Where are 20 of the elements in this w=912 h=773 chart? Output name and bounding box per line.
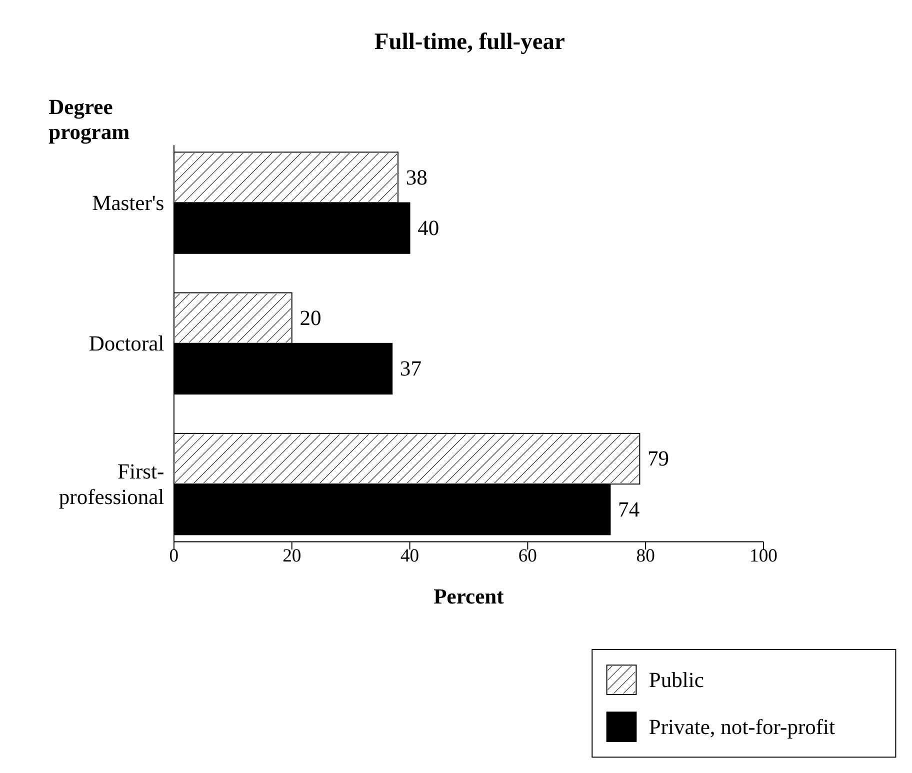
y-tick-label: Doctoral — [88, 331, 164, 356]
data-label: 74 — [618, 497, 640, 522]
y-tick-label: Master's — [92, 190, 164, 215]
data-label: 37 — [400, 356, 422, 381]
x-tick-label: 20 — [282, 545, 302, 566]
x-tick-label: 40 — [400, 545, 420, 566]
y-axis-title: Degree program — [48, 94, 130, 144]
x-axis-title: Percent — [434, 584, 505, 608]
x-tick-label: 80 — [636, 545, 655, 566]
data-label: 40 — [418, 216, 440, 240]
y-tick-label: First-professional — [58, 459, 164, 509]
x-tick-label: 0 — [169, 545, 179, 566]
x-tick-label: 100 — [750, 545, 778, 566]
data-label: 38 — [406, 165, 428, 190]
data-label: 20 — [300, 306, 322, 330]
x-tick-label: 60 — [518, 545, 537, 566]
legend-label: Public — [648, 668, 704, 692]
legend-label: Private, not-for-profit — [648, 714, 836, 739]
chart-title: Full-time, full-year — [374, 29, 565, 56]
data-label: 79 — [648, 446, 670, 471]
